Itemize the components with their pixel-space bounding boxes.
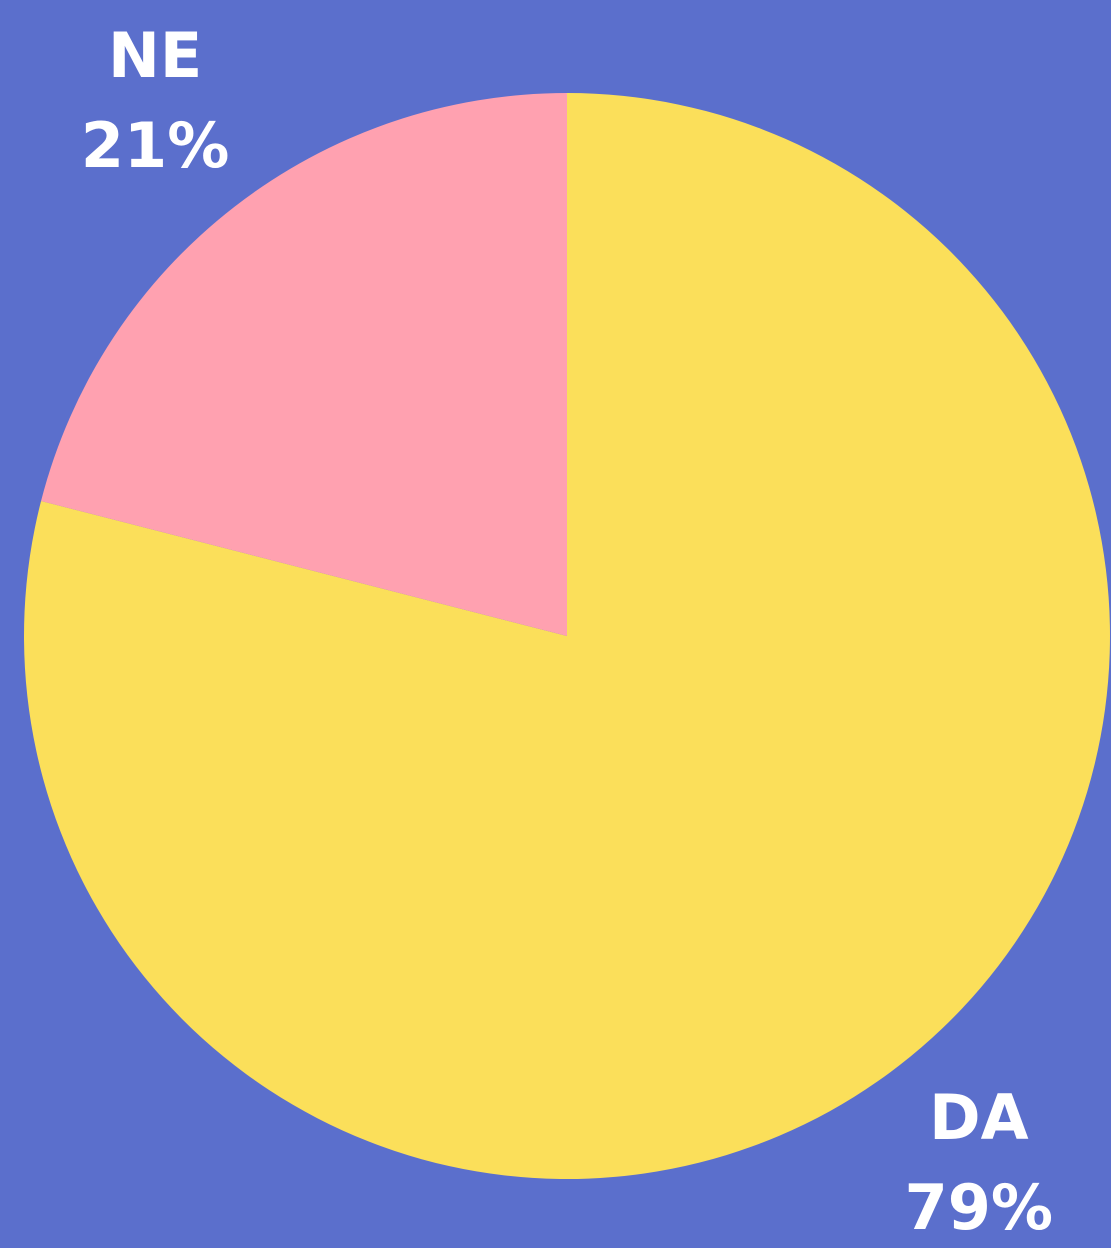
slice-value-label: 21% (81, 109, 229, 182)
pie-slice (41, 93, 568, 636)
pie-slice (23, 93, 1111, 1179)
slice-value-label: 79% (905, 1171, 1053, 1244)
slice-category-label: DA (929, 1081, 1028, 1154)
slice-category-label: NE (108, 19, 202, 92)
